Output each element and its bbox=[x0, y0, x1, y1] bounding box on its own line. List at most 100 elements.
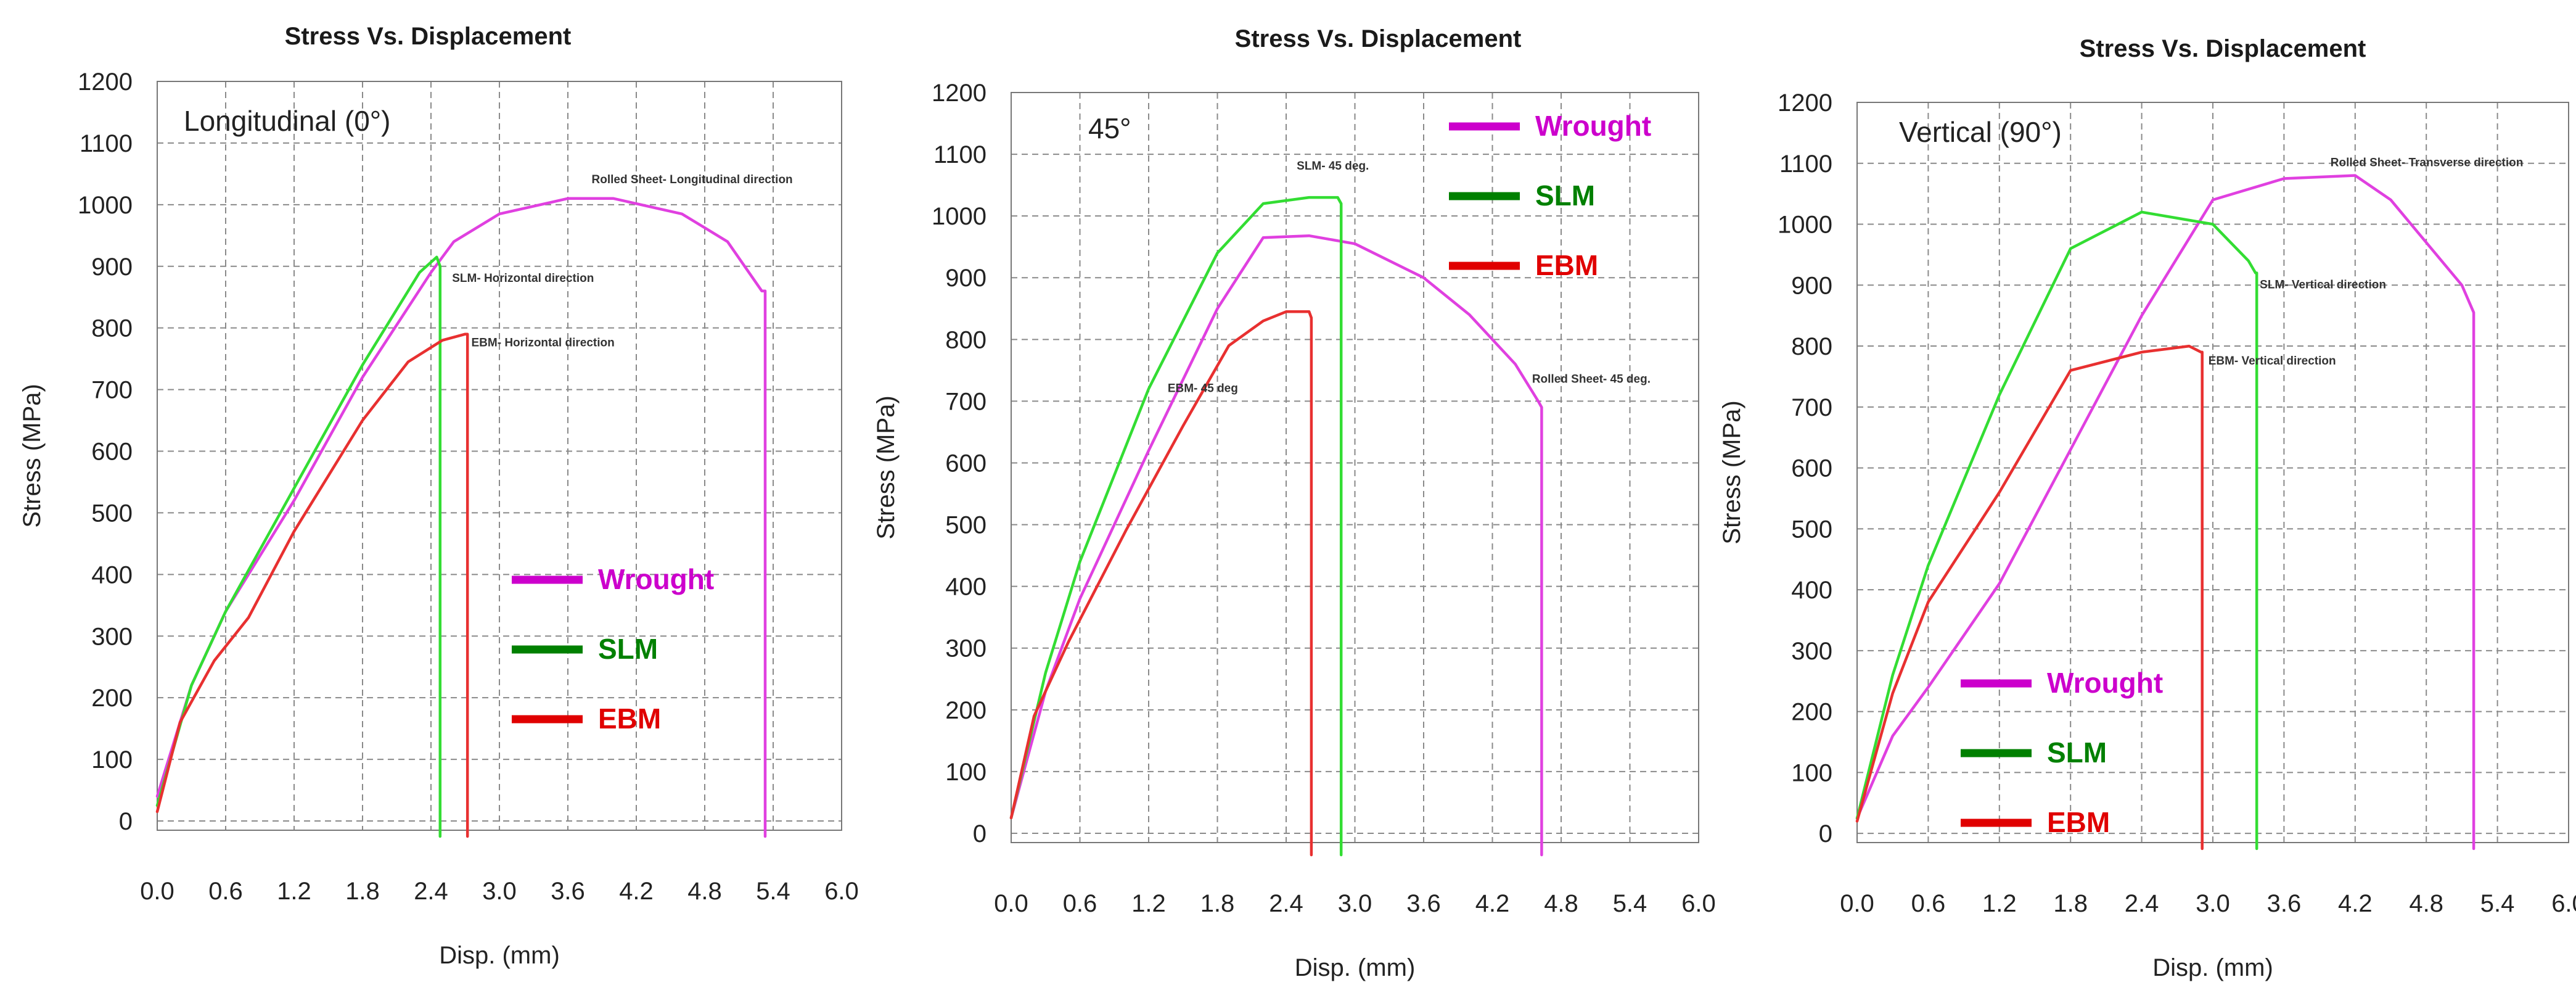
y-tick-label: 200 bbox=[945, 697, 987, 724]
y-axis-label: Stress (MPa) bbox=[872, 395, 900, 539]
x-tick-label: 0.6 bbox=[208, 878, 243, 905]
y-tick-label: 400 bbox=[1791, 577, 1832, 604]
y-tick-label: 200 bbox=[1791, 699, 1832, 726]
series-annotation: SLM- Horizontal direction bbox=[452, 272, 594, 285]
x-tick-label: 0.6 bbox=[1911, 890, 1946, 917]
y-tick-label: 800 bbox=[1791, 333, 1832, 360]
legend-label-wrought: Wrought bbox=[1535, 110, 1651, 142]
legend: Wrought SLM EBM bbox=[1449, 110, 1651, 281]
x-tick-label: 3.0 bbox=[1338, 890, 1372, 917]
x-tick-label: 1.2 bbox=[1982, 890, 2017, 917]
y-tick-label: 500 bbox=[945, 512, 987, 539]
y-tick-label: 400 bbox=[91, 561, 133, 588]
series-line-ebm bbox=[1855, 344, 2204, 851]
y-tick-label: 1000 bbox=[78, 192, 133, 219]
y-tick-label: 1000 bbox=[1778, 212, 1832, 239]
plot-area bbox=[1856, 102, 2569, 843]
x-tick-label: 4.2 bbox=[619, 878, 654, 905]
y-tick-label: 1200 bbox=[932, 80, 987, 107]
gridlines bbox=[1011, 92, 1699, 843]
chart-svg: Stress Vs. Displacement 0 100 200 300 400 500 6… bbox=[1718, 35, 2576, 981]
chart-svg: Stress Vs. Displacement 0 100 200 300 400 500 6… bbox=[18, 23, 859, 969]
x-tick-label: 1.8 bbox=[345, 878, 380, 905]
y-axis-label: Stress (MPa) bbox=[18, 384, 46, 527]
chart-title: Stress Vs. Displacement bbox=[285, 23, 572, 50]
chart-panel-vertical: Stress Vs. Displacement 0 100 200 300 400 500 6… bbox=[1718, 0, 2576, 998]
x-tick-label: 3.6 bbox=[551, 878, 585, 905]
y-tick-label: 100 bbox=[945, 759, 987, 786]
series-annotation: Rolled Sheet- 45 deg. bbox=[1532, 373, 1651, 386]
y-tick-label: 300 bbox=[91, 623, 133, 650]
y-tick-label: 0 bbox=[119, 808, 133, 835]
x-tick-label: 6.0 bbox=[1681, 890, 1716, 917]
legend-label-ebm: EBM bbox=[1535, 249, 1598, 281]
y-tick-label: 100 bbox=[91, 746, 133, 773]
gridlines bbox=[1856, 102, 2569, 843]
x-axis-label: Disp. (mm) bbox=[439, 942, 560, 969]
y-tick-label: 700 bbox=[945, 388, 987, 415]
x-tick-label: 1.2 bbox=[1131, 890, 1166, 917]
y-axis-label: Stress (MPa) bbox=[1718, 400, 1745, 544]
chart-title: Stress Vs. Displacement bbox=[1235, 25, 1522, 52]
x-tick-label: 2.4 bbox=[414, 878, 448, 905]
series-line-slm bbox=[1009, 196, 1343, 857]
y-tick-label: 600 bbox=[91, 439, 133, 466]
x-tick-label: 0.0 bbox=[1840, 890, 1874, 917]
panel-orientation-label: Longitudinal (0°) bbox=[184, 105, 391, 137]
y-tick-label: 900 bbox=[91, 254, 133, 281]
series-annotation: EBM- Vertical direction bbox=[2209, 355, 2336, 368]
x-tick-label: 4.2 bbox=[2338, 890, 2373, 917]
legend-label-wrought: Wrought bbox=[598, 563, 714, 595]
x-tick-label: 5.4 bbox=[756, 878, 790, 905]
x-tick-label: 4.2 bbox=[1475, 890, 1510, 917]
x-tick-label: 0.0 bbox=[140, 878, 174, 905]
y-tick-label: 300 bbox=[945, 635, 987, 662]
y-tick-label: 700 bbox=[91, 377, 133, 404]
y-tick-label: 100 bbox=[1791, 759, 1832, 786]
x-tick-label: 4.8 bbox=[2409, 890, 2443, 917]
y-tick-label: 600 bbox=[945, 450, 987, 477]
x-tick-label: 2.4 bbox=[1269, 890, 1303, 917]
y-tick-label: 500 bbox=[91, 500, 133, 527]
x-tick-label: 3.6 bbox=[2267, 890, 2302, 917]
series-annotation: SLM- 45 deg. bbox=[1297, 160, 1369, 173]
x-tick-label: 1.8 bbox=[1200, 890, 1235, 917]
legend-label-ebm: EBM bbox=[598, 703, 661, 735]
x-tick-label: 3.6 bbox=[1406, 890, 1441, 917]
x-tick-label: 5.4 bbox=[1613, 890, 1647, 917]
x-tick-label: 3.0 bbox=[2196, 890, 2230, 917]
series-annotation: EBM- 45 deg bbox=[1168, 382, 1238, 395]
series-line-wrought bbox=[155, 197, 767, 838]
legend-label-slm: SLM bbox=[1535, 179, 1595, 212]
legend: Wrought SLM EBM bbox=[1961, 667, 2163, 838]
series-line-slm bbox=[1855, 210, 2258, 851]
x-tick-label: 1.8 bbox=[2053, 890, 2088, 917]
y-tick-label: 1200 bbox=[1778, 89, 1832, 117]
legend-label-ebm: EBM bbox=[2047, 806, 2110, 838]
x-axis-label: Disp. (mm) bbox=[2152, 954, 2273, 981]
chart-svg: Stress Vs. Displacement 0 100 200 300 400 500 6… bbox=[872, 25, 1716, 981]
series-annotation: EBM- Horizontal direction bbox=[472, 337, 615, 350]
series-line-wrought bbox=[1009, 234, 1543, 857]
x-axis-label: Disp. (mm) bbox=[1295, 954, 1416, 981]
y-tick-label: 1100 bbox=[1779, 151, 1832, 178]
y-tick-label: 700 bbox=[1791, 394, 1832, 421]
series-line-ebm bbox=[1009, 310, 1313, 857]
series-annotation: Rolled Sheet- Longitudinal direction bbox=[592, 173, 793, 186]
y-tick-label: 900 bbox=[1791, 272, 1832, 299]
series-line-wrought bbox=[1855, 174, 2476, 851]
x-tick-label: 1.2 bbox=[277, 878, 311, 905]
y-tick-label: 0 bbox=[1819, 820, 1832, 847]
legend: Wrought SLM EBM bbox=[512, 563, 714, 735]
x-tick-label: 2.4 bbox=[2125, 890, 2159, 917]
legend-label-slm: SLM bbox=[598, 633, 658, 665]
x-tick-label: 6.0 bbox=[2551, 890, 2576, 917]
x-tick-label: 0.6 bbox=[1063, 890, 1097, 917]
y-tick-label: 1100 bbox=[80, 130, 133, 157]
x-tick-label: 4.8 bbox=[687, 878, 722, 905]
x-tick-label: 4.8 bbox=[1544, 890, 1578, 917]
y-tick-label: 900 bbox=[945, 265, 987, 292]
y-tick-label: 800 bbox=[945, 326, 987, 353]
y-tick-label: 400 bbox=[945, 574, 987, 601]
y-tick-label: 1000 bbox=[932, 203, 987, 230]
